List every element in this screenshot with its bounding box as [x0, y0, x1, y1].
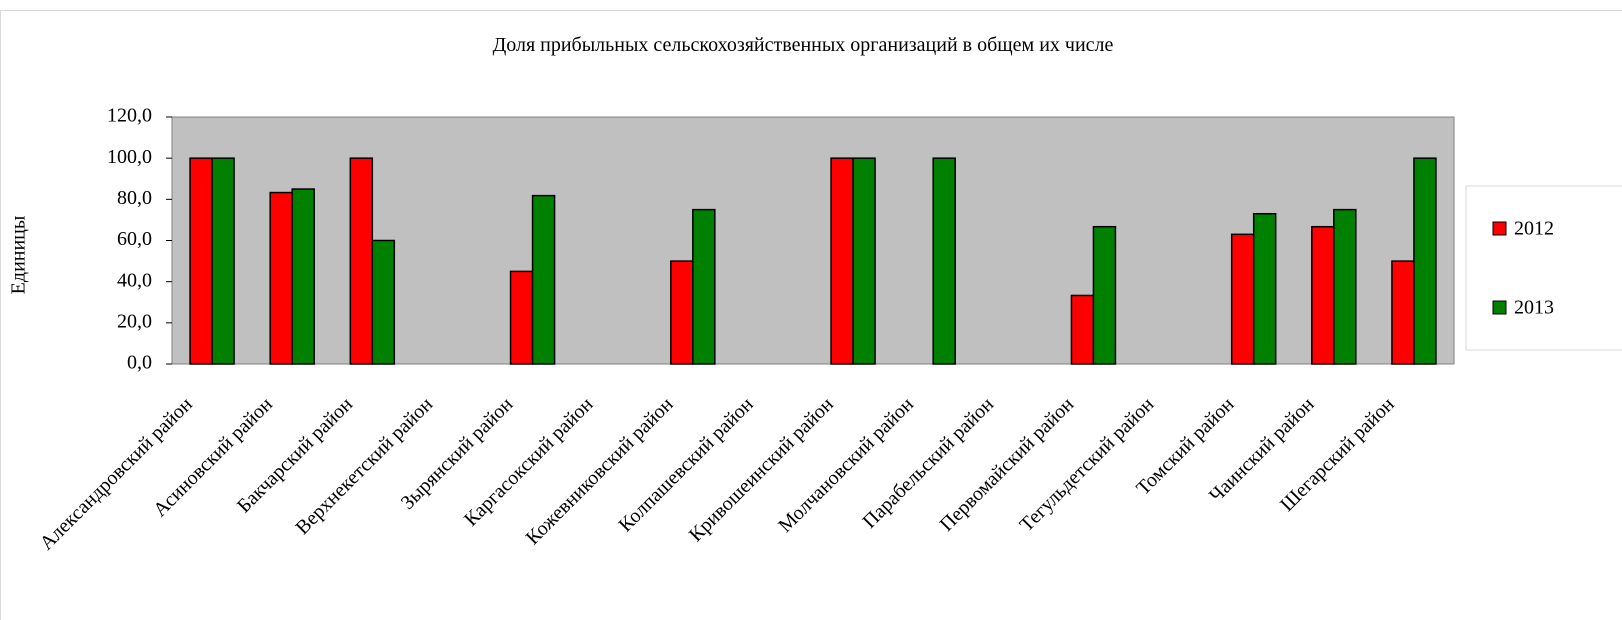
bar — [1333, 208, 1357, 365]
bar — [211, 157, 235, 365]
bar — [852, 157, 876, 365]
legend-label: 2013 — [1514, 297, 1554, 319]
bar — [1252, 212, 1277, 365]
bar — [509, 270, 534, 365]
legend — [1465, 185, 1622, 351]
bar — [349, 157, 374, 365]
y-tick-label: 80,0 — [117, 187, 152, 209]
bar — [830, 157, 854, 365]
bar — [1391, 260, 1415, 365]
bar — [371, 239, 396, 365]
y-tick-label: 20,0 — [117, 310, 152, 332]
y-tick-label: 120,0 — [107, 105, 152, 127]
y-axis-label: Единицы — [8, 216, 30, 295]
y-tick-label: 100,0 — [107, 146, 152, 168]
bar — [1092, 225, 1117, 365]
bar — [291, 188, 315, 365]
y-tick-label: 0,0 — [127, 352, 152, 374]
bar — [1070, 294, 1095, 365]
legend-label: 2012 — [1514, 218, 1554, 240]
bar — [692, 208, 716, 365]
bar — [670, 260, 694, 365]
y-tick-label: 60,0 — [117, 228, 152, 250]
bar — [1413, 157, 1437, 365]
bar — [1230, 233, 1255, 365]
bar — [269, 191, 293, 365]
chart-title: Доля прибыльных сельскохозяйственных орг… — [492, 34, 1114, 56]
legend-swatch — [1492, 300, 1507, 315]
bar — [932, 157, 956, 365]
bar — [189, 157, 213, 365]
legend-swatch — [1492, 221, 1507, 236]
y-tick-label: 40,0 — [117, 269, 152, 291]
bar — [531, 194, 556, 365]
bar — [1311, 225, 1335, 365]
